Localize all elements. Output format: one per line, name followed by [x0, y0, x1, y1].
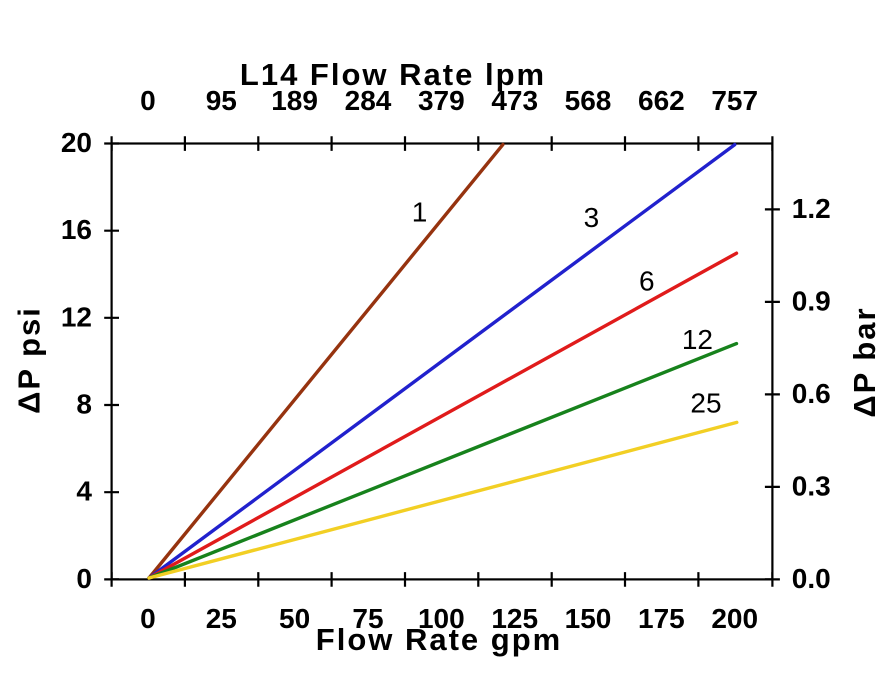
- svg-text:0.6: 0.6: [792, 378, 831, 409]
- svg-text:0: 0: [140, 603, 156, 634]
- svg-text:16: 16: [61, 214, 92, 245]
- svg-text:50: 50: [279, 603, 310, 634]
- svg-text:200: 200: [711, 603, 758, 634]
- svg-text:20: 20: [61, 127, 92, 158]
- svg-text:Flow Rate gpm: Flow Rate gpm: [316, 622, 562, 657]
- svg-text:0.0: 0.0: [792, 563, 831, 594]
- svg-text:1.2: 1.2: [792, 193, 831, 224]
- svg-text:8: 8: [76, 389, 92, 420]
- svg-text:ΔP bar: ΔP bar: [847, 306, 882, 417]
- svg-text:3: 3: [584, 202, 600, 233]
- svg-text:12: 12: [682, 324, 713, 355]
- svg-text:0: 0: [140, 85, 156, 116]
- svg-text:4: 4: [76, 476, 92, 507]
- svg-text:175: 175: [638, 603, 685, 634]
- svg-text:757: 757: [711, 85, 758, 116]
- svg-text:12: 12: [61, 301, 92, 332]
- svg-text:100: 100: [418, 603, 465, 634]
- svg-text:0.3: 0.3: [792, 470, 831, 501]
- svg-text:25: 25: [206, 603, 237, 634]
- svg-text:25: 25: [690, 387, 721, 418]
- svg-text:662: 662: [638, 85, 685, 116]
- svg-text:379: 379: [418, 85, 465, 116]
- svg-text:0.9: 0.9: [792, 285, 831, 316]
- svg-text:6: 6: [639, 266, 655, 297]
- svg-text:189: 189: [271, 85, 318, 116]
- svg-text:568: 568: [565, 85, 612, 116]
- svg-text:L14 Flow Rate lpm: L14 Flow Rate lpm: [240, 57, 546, 92]
- svg-text:75: 75: [352, 603, 383, 634]
- svg-text:125: 125: [491, 603, 538, 634]
- svg-text:ΔP psi: ΔP psi: [12, 306, 47, 414]
- svg-text:284: 284: [345, 85, 392, 116]
- svg-text:95: 95: [206, 85, 237, 116]
- svg-text:473: 473: [491, 85, 538, 116]
- svg-text:1: 1: [412, 196, 428, 227]
- svg-text:150: 150: [565, 603, 612, 634]
- svg-text:0: 0: [76, 563, 92, 594]
